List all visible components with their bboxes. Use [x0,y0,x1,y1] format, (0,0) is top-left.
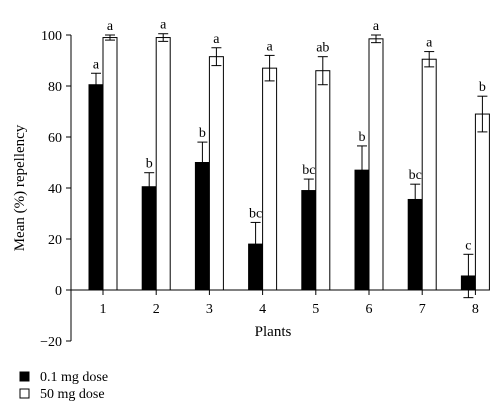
bar-50-mg [155,37,171,291]
y-tick-label: 60 [48,131,62,146]
x-tick-label: 6 [366,302,373,317]
bar-50-mg [421,58,437,291]
significance-label: a [266,39,273,54]
bar-0.1-mg [88,84,104,291]
x-axis-title: Plants [255,324,292,340]
legend: 0.1 mg dose 50 mg dose [19,370,108,402]
significance-label: b [479,80,486,95]
significance-label: a [426,36,433,51]
significance-label: a [213,32,220,47]
bar-0.1-mg [301,190,317,291]
x-tick-label: 7 [419,302,426,317]
significance-label: a [107,19,114,34]
y-tick-label: 20 [48,233,62,248]
legend-swatch-0.1-mg [19,371,30,382]
y-tick-label: 40 [48,182,62,197]
legend-label-0.1-mg: 0.1 mg dose [40,370,108,385]
bar-50-mg [102,37,118,291]
bar-50-mg [208,56,224,291]
x-tick-label: 8 [472,302,479,317]
x-tick-label: 4 [259,302,266,317]
bar-50-mg [262,67,278,291]
significance-label: a [160,18,167,33]
legend-label-50-mg: 50 mg dose [40,387,105,402]
y-tick-label: −20 [40,335,62,350]
bar-50-mg [474,113,490,291]
y-tick-label: 100 [41,29,62,44]
y-tick-label: 80 [48,80,62,95]
significance-label: b [359,130,366,145]
significance-label: b [199,126,206,141]
y-axis-title: Mean (%) repellency [12,124,28,251]
bar-50-mg [315,70,331,291]
significance-label: a [93,57,100,72]
x-tick-label: 5 [312,302,319,317]
significance-label: c [465,238,471,253]
bar-50-mg [368,38,384,291]
significance-label: bc [249,206,262,221]
x-tick-label: 3 [206,302,213,317]
y-tick-label: 0 [55,284,62,299]
significance-label: b [146,157,153,172]
x-tick-label: 1 [100,302,107,317]
significance-label: a [373,19,380,34]
x-tick-label: 2 [153,302,160,317]
bar-0.1-mg [141,186,157,291]
legend-swatch-50-mg [19,388,30,399]
significance-label: ab [316,41,329,56]
significance-label: bc [302,163,315,178]
significance-label: bc [409,168,422,183]
